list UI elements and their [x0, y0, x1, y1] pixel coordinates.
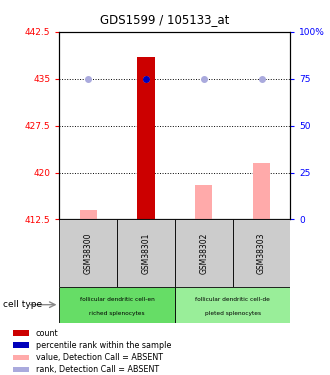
Bar — [13, 354, 29, 360]
Text: value, Detection Call = ABSENT: value, Detection Call = ABSENT — [36, 352, 163, 362]
Bar — [59, 287, 175, 322]
Bar — [137, 57, 155, 219]
Text: rank, Detection Call = ABSENT: rank, Detection Call = ABSENT — [36, 365, 159, 374]
Bar — [233, 219, 290, 287]
Bar — [13, 330, 29, 336]
Bar — [175, 287, 290, 322]
Text: GSM38303: GSM38303 — [257, 232, 266, 274]
Text: GDS1599 / 105133_at: GDS1599 / 105133_at — [100, 13, 230, 26]
Bar — [175, 219, 233, 287]
Bar — [195, 185, 213, 219]
Text: GSM38300: GSM38300 — [84, 232, 93, 274]
Text: follicular dendritic cell-de: follicular dendritic cell-de — [195, 297, 270, 302]
Bar — [59, 219, 117, 287]
Text: GSM38301: GSM38301 — [142, 232, 150, 274]
Text: percentile rank within the sample: percentile rank within the sample — [36, 340, 171, 350]
Text: cell type: cell type — [3, 300, 43, 309]
Text: GSM38302: GSM38302 — [199, 232, 208, 274]
Text: riched splenocytes: riched splenocytes — [89, 311, 145, 316]
Bar — [80, 210, 97, 219]
Bar — [13, 367, 29, 372]
Bar — [253, 163, 270, 219]
Bar — [13, 342, 29, 348]
Bar — [117, 219, 175, 287]
Text: pleted splenocytes: pleted splenocytes — [205, 311, 261, 316]
Text: count: count — [36, 328, 59, 338]
Text: follicular dendritic cell-en: follicular dendritic cell-en — [80, 297, 154, 302]
